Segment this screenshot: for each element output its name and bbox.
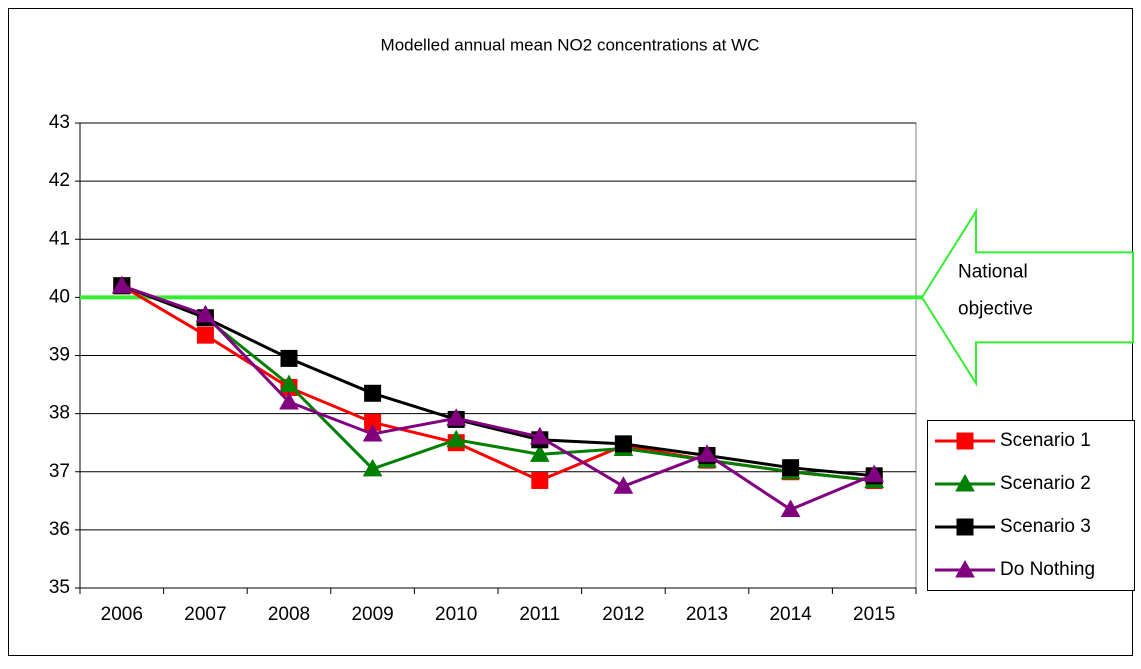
marker xyxy=(529,426,550,445)
marker xyxy=(864,464,885,483)
marker xyxy=(195,304,216,323)
legend-label: Scenario 3 xyxy=(1000,516,1091,537)
x-tick-label: 2011 xyxy=(519,604,560,625)
marker xyxy=(279,391,299,410)
marker xyxy=(782,459,800,477)
marker xyxy=(614,435,632,453)
y-tick-label: 38 xyxy=(49,403,70,424)
y-tick-label: 42 xyxy=(49,170,70,191)
marker xyxy=(446,429,467,448)
marker xyxy=(362,423,383,442)
x-tick-label: 2009 xyxy=(351,604,393,625)
marker xyxy=(364,384,382,402)
series-line xyxy=(121,284,875,478)
y-tick-label: 37 xyxy=(49,461,70,482)
x-tick-label: 2012 xyxy=(602,604,644,625)
marker xyxy=(362,458,383,477)
series-line xyxy=(121,284,875,512)
x-tick-label: 2008 xyxy=(268,604,310,625)
marker xyxy=(279,374,299,393)
x-tick-label: 2013 xyxy=(686,604,728,625)
x-tick-label: 2006 xyxy=(101,604,143,625)
marker xyxy=(280,349,298,367)
y-tick-label: 40 xyxy=(49,286,70,307)
marker xyxy=(613,476,634,494)
series-line xyxy=(121,284,875,482)
marker xyxy=(446,408,467,426)
marker xyxy=(956,432,974,450)
annotation-arrow xyxy=(920,207,1134,387)
x-tick-label: 2015 xyxy=(853,604,895,625)
marker xyxy=(955,559,975,578)
x-tick-label: 2010 xyxy=(435,604,477,625)
legend-label: Scenario 2 xyxy=(1000,473,1091,494)
y-tick-label: 43 xyxy=(49,112,70,133)
marker xyxy=(529,444,550,462)
marker xyxy=(697,444,717,462)
marker xyxy=(196,326,214,344)
y-tick-label: 35 xyxy=(49,577,70,598)
marker xyxy=(955,473,975,492)
y-tick-label: 36 xyxy=(49,519,70,540)
marker xyxy=(956,518,974,536)
legend-label: Scenario 1 xyxy=(1000,430,1091,451)
chart-title: Modelled annual mean NO2 concentrations … xyxy=(381,35,760,54)
x-tick-label: 2014 xyxy=(769,604,812,625)
y-tick-label: 41 xyxy=(49,228,70,249)
annotation: National objective xyxy=(958,261,1033,319)
x-tick-label: 2007 xyxy=(184,604,226,625)
y-tick-label: 39 xyxy=(49,345,70,366)
marker xyxy=(111,275,132,294)
legend-label: Do Nothing xyxy=(1000,559,1095,580)
marker xyxy=(780,499,801,518)
marker xyxy=(531,471,549,489)
